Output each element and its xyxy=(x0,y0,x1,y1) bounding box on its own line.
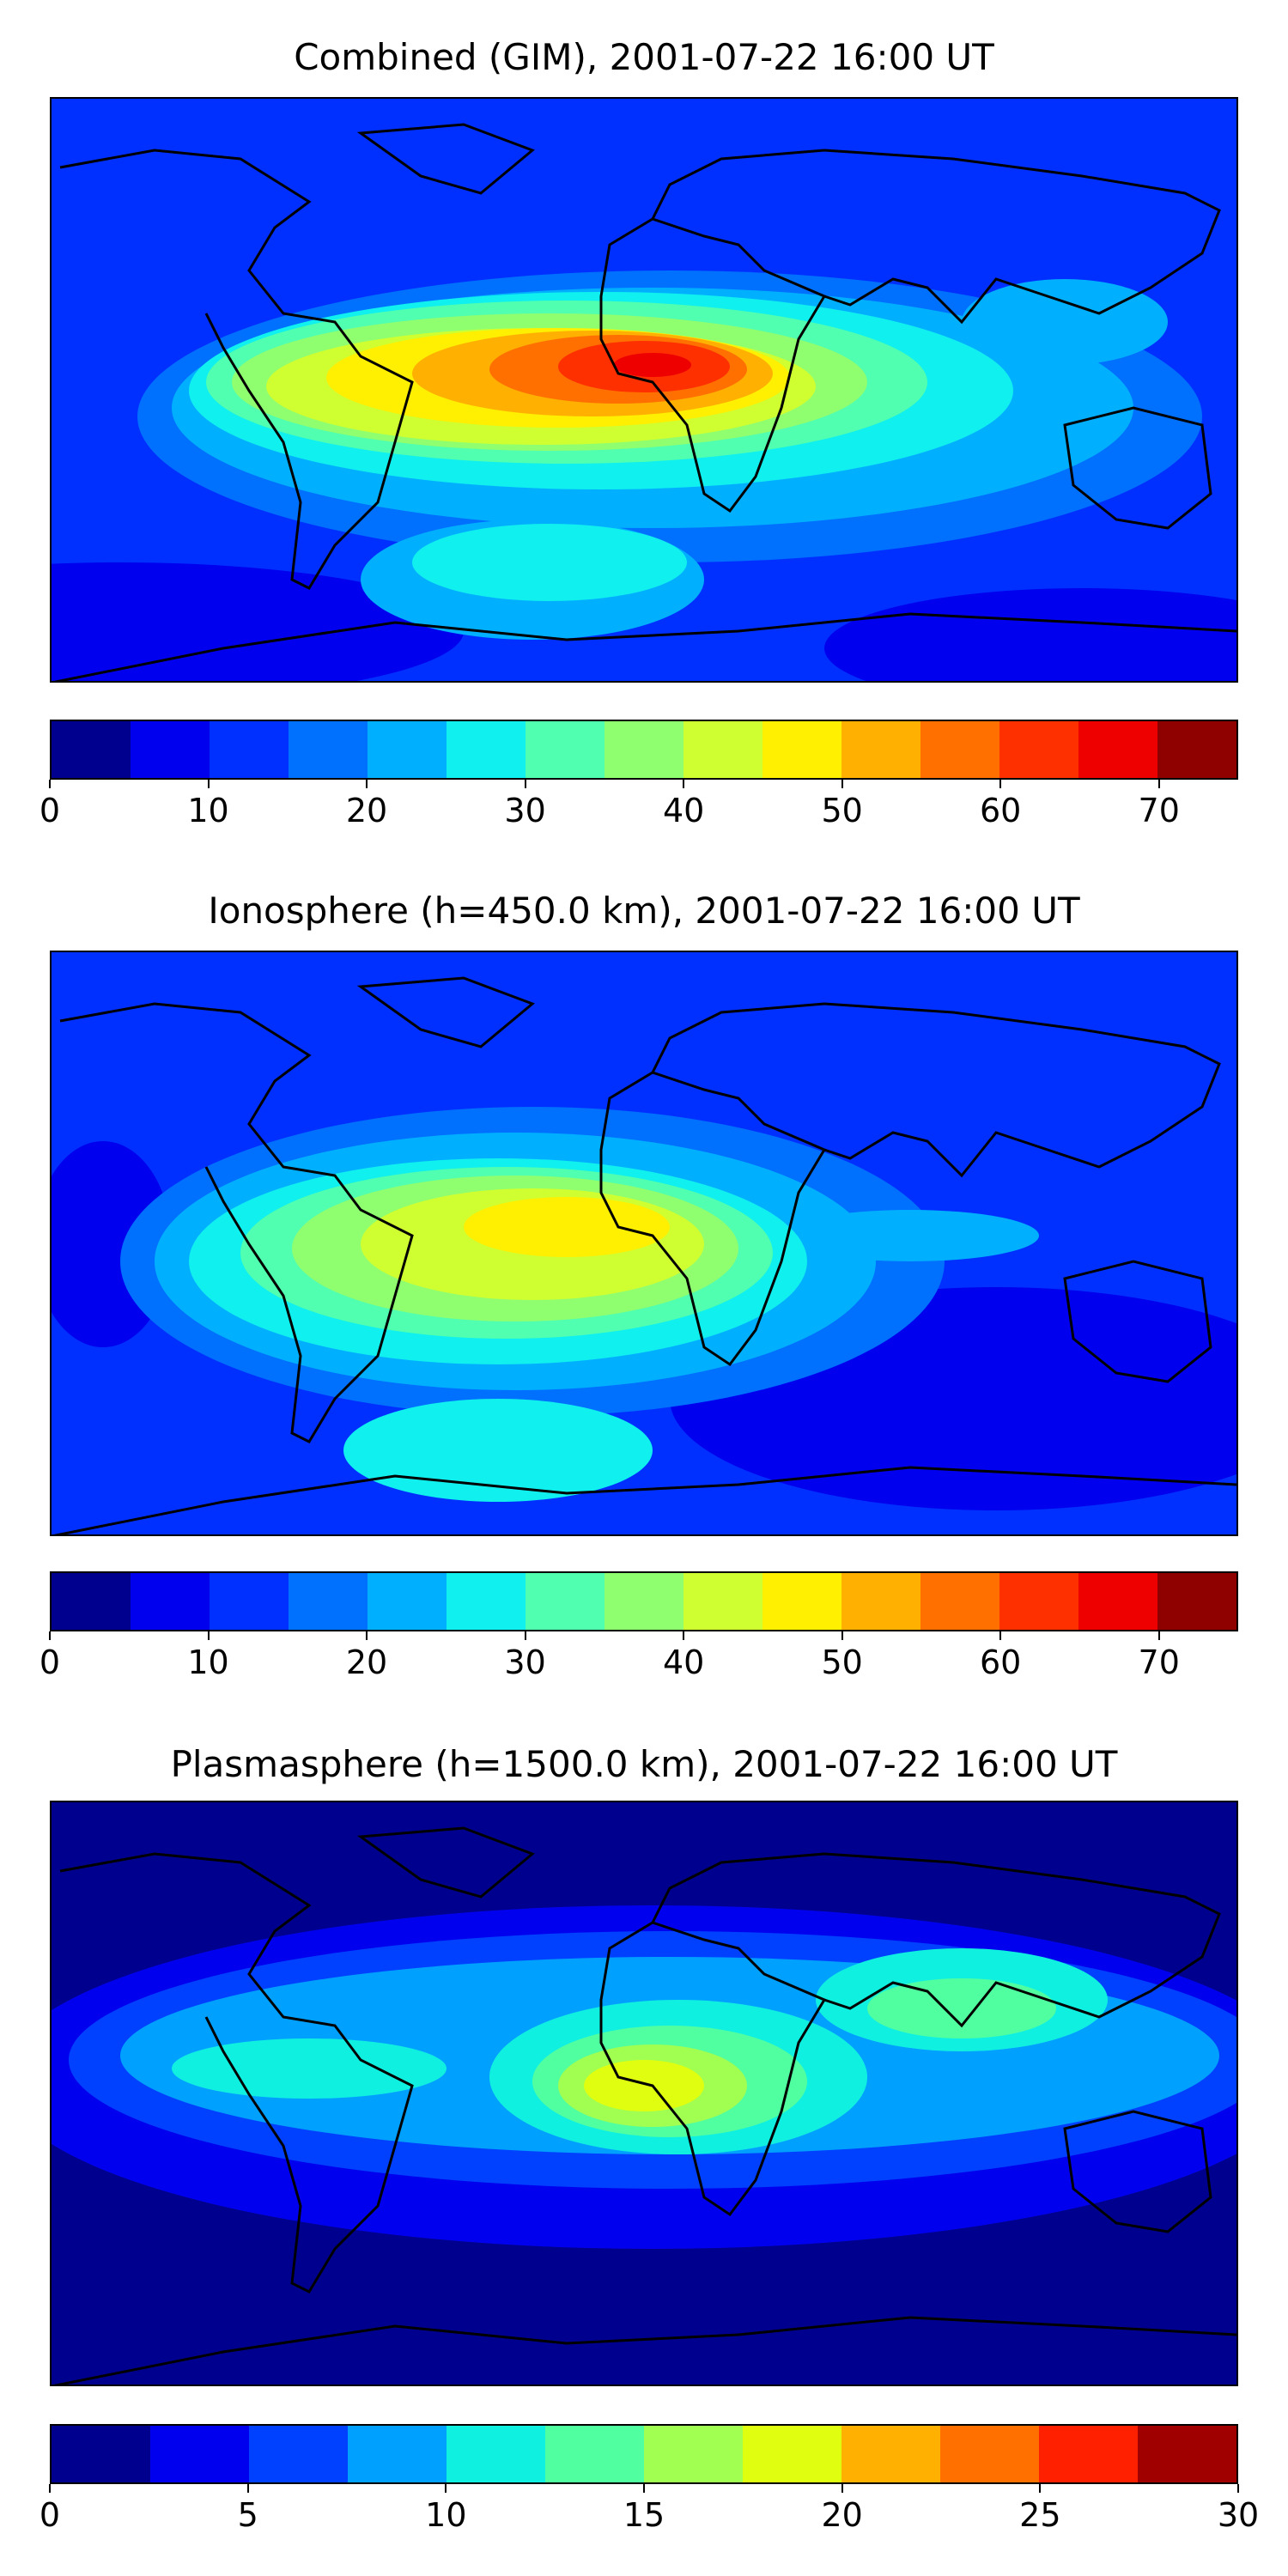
panel-3-colorbar-ticks: 0 5 10 15 20 25 30 xyxy=(39,2484,1259,2536)
colorbar-segment xyxy=(150,2426,249,2482)
colorbar-tick-label: 0 xyxy=(39,1643,61,1681)
colorbar-tick-label: 10 xyxy=(187,1643,229,1681)
colorbar-segment xyxy=(368,721,447,778)
panel-3-title: Plasmasphere (h=1500.0 km), 2001-07-22 1… xyxy=(170,1743,1118,1785)
panel-2-title: Ionosphere (h=450.0 km), 2001-07-22 16:0… xyxy=(208,890,1080,932)
colorbar-segment xyxy=(605,721,683,778)
colorbar-segment xyxy=(526,721,605,778)
colorbar-segment xyxy=(210,721,289,778)
colorbar-segment xyxy=(1157,1573,1236,1630)
colorbar-segment xyxy=(447,721,526,778)
colorbar-tick-label: 20 xyxy=(345,1643,388,1681)
panel-3-map xyxy=(50,1801,1238,2386)
colorbar-segment xyxy=(526,1573,605,1630)
colorbar-tick-label: 30 xyxy=(504,1643,546,1681)
colorbar-segment xyxy=(1157,721,1236,778)
coastlines xyxy=(53,123,1236,681)
colorbar-tick-label: 40 xyxy=(662,792,705,829)
colorbar-segment xyxy=(841,2426,940,2482)
panel-1-colorbar xyxy=(50,720,1238,780)
colorbar-tick-label: 70 xyxy=(1138,792,1180,829)
colorbar-segment xyxy=(348,2426,447,2482)
colorbar-segment xyxy=(644,2426,743,2482)
colorbar-segment xyxy=(743,2426,841,2482)
colorbar-segment xyxy=(940,2426,1039,2482)
colorbar-tick-label: 60 xyxy=(980,1643,1022,1681)
panel-2-colorbar-ticks: 0 10 20 30 40 50 60 70 xyxy=(39,1631,1238,1683)
colorbar-tick-label: 10 xyxy=(425,2496,467,2534)
colorbar-segment xyxy=(1039,2426,1138,2482)
colorbar-segment xyxy=(683,1573,762,1630)
colorbar-tick-label: 30 xyxy=(504,792,546,829)
colorbar-segment xyxy=(999,1573,1078,1630)
colorbar-tick-label: 40 xyxy=(662,1643,705,1681)
panel-1-colorbar-ticks: 0 10 20 30 40 50 60 70 xyxy=(39,780,1238,831)
colorbar-tick-label: 60 xyxy=(980,792,1022,829)
panel-2-map xyxy=(50,951,1238,1536)
colorbar-segment xyxy=(920,721,999,778)
colorbar-segment xyxy=(368,1573,447,1630)
colorbar-tick-label: 50 xyxy=(821,792,863,829)
colorbar-segment xyxy=(249,2426,348,2482)
colorbar-segment xyxy=(762,1573,841,1630)
colorbar-segment xyxy=(762,721,841,778)
colorbar-segment xyxy=(545,2426,644,2482)
colorbar-segment xyxy=(1078,1573,1157,1630)
colorbar-segment xyxy=(210,1573,289,1630)
colorbar-segment xyxy=(289,1573,368,1630)
panel-1-title: Combined (GIM), 2001-07-22 16:00 UT xyxy=(294,36,994,78)
panel-2-colorbar xyxy=(50,1571,1238,1631)
colorbar-tick-label: 30 xyxy=(1217,2496,1260,2534)
colorbar-segment xyxy=(52,721,131,778)
colorbar-segment xyxy=(1078,721,1157,778)
colorbar-segment xyxy=(447,1573,526,1630)
colorbar-segment xyxy=(131,1573,210,1630)
colorbar-tick-label: 0 xyxy=(39,792,61,829)
colorbar-segment xyxy=(1138,2426,1236,2482)
coastlines xyxy=(53,1826,1236,2385)
colorbar-segment xyxy=(52,2426,150,2482)
colorbar-segment xyxy=(605,1573,683,1630)
colorbar-tick-label: 5 xyxy=(237,2496,258,2534)
colorbar-tick-label: 25 xyxy=(1019,2496,1061,2534)
coastlines xyxy=(53,976,1236,1534)
colorbar-segment xyxy=(52,1573,131,1630)
colorbar-tick-label: 70 xyxy=(1138,1643,1180,1681)
colorbar-tick-label: 20 xyxy=(345,792,388,829)
colorbar-tick-label: 15 xyxy=(623,2496,665,2534)
colorbar-tick-label: 20 xyxy=(821,2496,863,2534)
panel-3-colorbar xyxy=(50,2424,1238,2484)
colorbar-segment xyxy=(841,721,920,778)
colorbar-tick-label: 0 xyxy=(39,2496,61,2534)
colorbar-segment xyxy=(999,721,1078,778)
colorbar-segment xyxy=(841,1573,920,1630)
panel-1-map xyxy=(50,97,1238,683)
colorbar-segment xyxy=(289,721,368,778)
colorbar-segment xyxy=(920,1573,999,1630)
colorbar-segment xyxy=(683,721,762,778)
colorbar-segment xyxy=(131,721,210,778)
colorbar-tick-label: 50 xyxy=(821,1643,863,1681)
colorbar-tick-label: 10 xyxy=(187,792,229,829)
colorbar-segment xyxy=(447,2426,545,2482)
